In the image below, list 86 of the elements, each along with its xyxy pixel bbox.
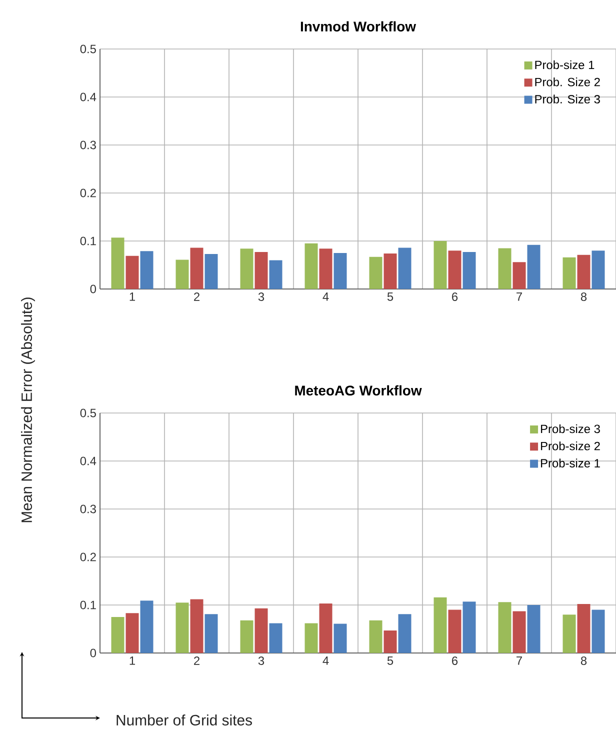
bar [448,610,462,653]
bar [126,256,138,289]
bar [304,243,318,289]
legend-label: Prob-size 2 [540,442,600,450]
x-tick-label: 6 [452,292,458,301]
x-tick-label: 4 [322,656,328,665]
bar [398,614,412,653]
bar [111,238,124,289]
bar [527,244,540,289]
x-tick-label: 4 [322,292,328,301]
bar [190,248,203,289]
x-tick-label: 7 [516,656,522,665]
x-tick-label: 1 [130,656,135,665]
bar [434,597,447,653]
bar [204,254,218,289]
bar [269,623,282,653]
bar [204,614,218,653]
x-tick-label: 2 [194,292,200,301]
y-axis-title: Mean Normalized Error (Absolute) [20,298,35,522]
bar [398,248,412,289]
y-tick-label: 0.4 [80,92,96,102]
bar [592,250,605,289]
bar [319,248,332,289]
chart-title: MeteoAG Workflow [294,385,422,396]
bar [512,262,526,289]
bar [240,248,254,289]
bar [448,250,462,289]
bar [176,602,188,653]
bar [319,604,332,653]
x-tick-label: 1 [130,292,135,301]
x-tick-label: 5 [387,292,393,301]
y-tick-label: 0.5 [80,44,96,54]
y-tick-label: 0 [90,284,96,294]
legend-label: Prob. Size 3 [535,94,600,104]
bar [369,256,382,289]
x-tick-label: 7 [516,292,522,301]
bar [111,617,124,653]
x-axis-title: Number of Grid sites [116,714,252,726]
legend-label: Prob-size 1 [540,458,600,468]
x-tick-label: 3 [258,656,264,665]
bar [498,602,512,653]
x-tick-label: 8 [580,656,586,665]
bar [462,602,476,653]
bar [384,253,397,289]
bar [562,614,576,653]
bar [140,251,153,289]
x-tick-label: 5 [387,656,393,665]
y-tick-label: 0 [90,648,96,658]
y-tick-label: 0.4 [80,456,96,466]
bar [334,252,347,289]
y-tick-label: 0.2 [80,188,96,198]
bar [369,620,382,653]
bar [577,254,590,289]
bar [577,604,590,653]
x-tick-label: 8 [580,292,586,301]
bar [240,620,254,653]
bar [304,623,318,653]
bar [462,252,476,289]
bar [176,260,188,289]
bar [434,240,447,289]
bar [190,599,203,653]
x-tick-label: 6 [452,656,458,665]
y-tick-label: 0.3 [80,504,96,514]
y-tick-label: 0.1 [80,236,96,246]
bar [592,610,605,653]
x-tick-label: 2 [194,656,200,665]
bar [126,613,138,653]
legend-label: Prob. Size 2 [535,78,600,86]
bar [334,624,347,653]
bar [254,252,268,289]
y-tick-label: 0.5 [80,408,96,418]
bar [269,260,282,289]
legend-label: Prob-size 3 [540,424,600,434]
bar [562,257,576,289]
y-tick-label: 0.1 [80,600,96,610]
legend-label: Prob-size 1 [535,60,594,70]
chart-title: Invmod Workflow [300,21,416,32]
x-tick-label: 3 [258,292,264,301]
y-tick-label: 0.3 [80,140,96,150]
y-tick-label: 0.2 [80,552,96,562]
bar [498,248,512,289]
bar [527,605,540,653]
bar [140,600,153,653]
bar [254,608,268,653]
bar [384,630,397,653]
bar [512,611,526,653]
